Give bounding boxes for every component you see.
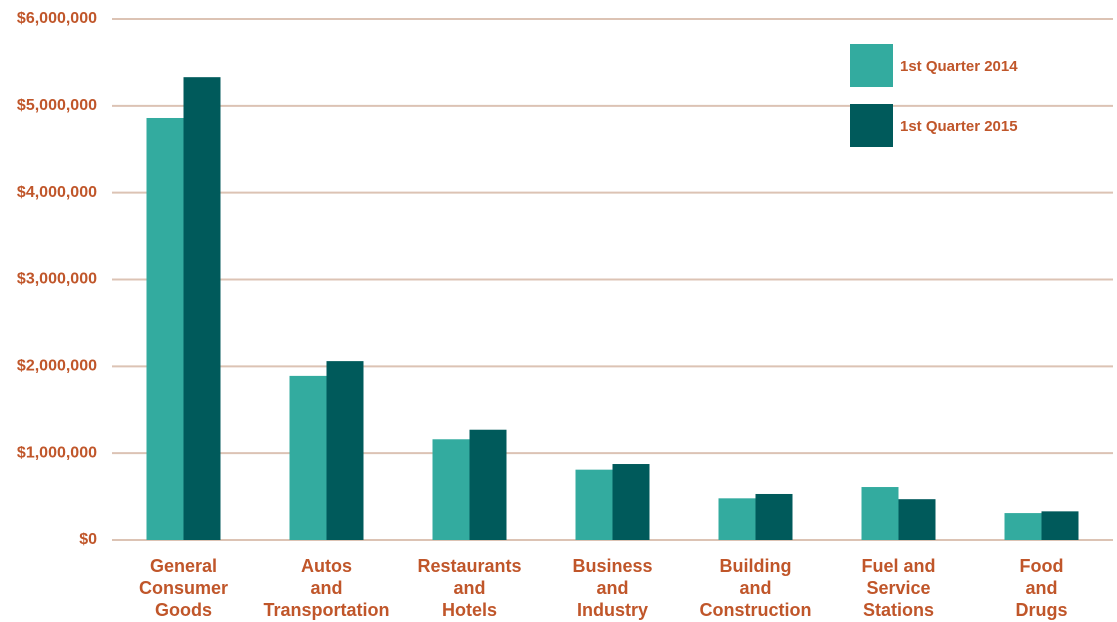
x-tick-label: General Consumer Goods <box>138 556 228 620</box>
bar <box>469 429 507 540</box>
y-tick-label: $6,000,000 <box>17 10 97 27</box>
bar <box>898 499 936 540</box>
legend-label: 1st Quarter 2015 <box>900 118 1018 135</box>
bar <box>575 469 613 540</box>
bar <box>289 375 327 540</box>
legend-swatch <box>850 44 893 87</box>
y-tick-label: $4,000,000 <box>17 184 97 201</box>
legend-swatch <box>850 104 893 147</box>
x-tick-label: Autos and Transportation <box>263 556 390 620</box>
bar <box>612 464 650 540</box>
x-tick-label: Fuel and Service Stations <box>861 556 936 620</box>
x-tick-label: Business and Industry <box>572 556 653 620</box>
legend-label: 1st Quarter 2014 <box>900 58 1018 75</box>
bar <box>432 439 470 540</box>
bar <box>146 117 184 541</box>
x-tick-label: Restaurants and Hotels <box>417 556 522 620</box>
x-tick-label: Food and Drugs <box>1015 556 1068 620</box>
bar <box>183 77 221 540</box>
y-tick-label: $2,000,000 <box>17 358 97 375</box>
x-tick-label: Building and Construction <box>699 556 812 620</box>
y-tick-label: $1,000,000 <box>17 444 97 461</box>
bar <box>861 487 899 540</box>
bar <box>1041 511 1079 540</box>
bar <box>755 493 793 540</box>
bar <box>718 498 756 540</box>
y-tick-label: $3,000,000 <box>17 271 97 288</box>
bar <box>1004 513 1042 540</box>
y-tick-label: $5,000,000 <box>17 97 97 114</box>
y-tick-label: $0 <box>79 531 97 548</box>
bar <box>326 361 364 540</box>
